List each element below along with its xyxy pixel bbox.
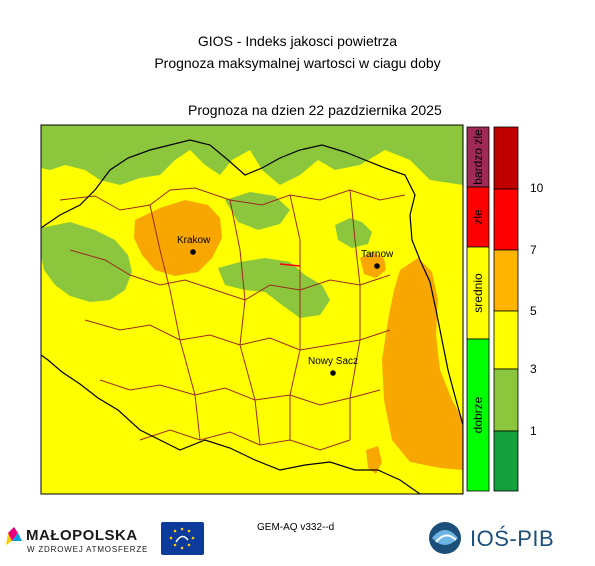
category-dobrze bbox=[466, 338, 490, 492]
scale-level-0-1 bbox=[493, 430, 519, 492]
scale-level-10-12 bbox=[493, 126, 519, 190]
scale-tick-1: 1 bbox=[530, 424, 537, 438]
scale-tick-10: 10 bbox=[530, 181, 544, 195]
page-subtitle: Prognoza maksymalnej wartosci w ciagu do… bbox=[154, 55, 441, 71]
orange-region-tarnow bbox=[360, 252, 386, 278]
ios-pib-logo-icon bbox=[429, 522, 461, 554]
scale-level-5-7 bbox=[493, 249, 519, 312]
malopolska-logo-icon bbox=[6, 527, 22, 545]
category-label-srednio: srednio bbox=[471, 273, 485, 313]
city-marker-nowy-sacz bbox=[330, 370, 336, 376]
orange-region-krakow bbox=[134, 200, 222, 276]
boundary-region-4 bbox=[99, 379, 381, 406]
malopolska-logo-slogan: W ZDROWEJ ATMOSFERZE bbox=[27, 545, 149, 554]
category-label-bardzo-zle: bardzo zle bbox=[471, 129, 485, 185]
malopolska-logo-text: MAŁOPOLSKA bbox=[26, 527, 138, 544]
scale-tick-3: 3 bbox=[530, 362, 537, 376]
forecast-date-label: Prognoza na dzien 22 pazdziernika 2025 bbox=[188, 102, 442, 118]
color-scale bbox=[493, 126, 519, 492]
boundary-region-7 bbox=[229, 199, 261, 446]
page-title: GIOS - Indeks jakosci powietrza bbox=[197, 33, 398, 49]
orange-region-south bbox=[366, 446, 382, 474]
city-label-krakow: Krakow bbox=[177, 235, 211, 246]
boundary-region-8 bbox=[289, 194, 301, 440]
city-label-nowy-sacz: Nowy Sacz bbox=[308, 356, 359, 367]
scale-level-1-3 bbox=[493, 368, 519, 432]
voivodeship-boundary bbox=[41, 139, 463, 494]
map-frame bbox=[40, 124, 464, 495]
boundary-region-9 bbox=[349, 189, 361, 440]
scale-level-3-5 bbox=[493, 310, 519, 370]
red-line-feature bbox=[279, 263, 301, 267]
scale-level-7-10 bbox=[493, 188, 519, 251]
eu-life-logo bbox=[161, 522, 204, 555]
scale-tick-7: 7 bbox=[530, 243, 537, 257]
boundary-region-6 bbox=[149, 204, 201, 441]
category-legend bbox=[466, 126, 490, 492]
ios-pib-logo-text: IOŚ-PIB bbox=[470, 526, 555, 551]
category-label-zle: zle bbox=[471, 209, 485, 225]
model-version-label: GEM-AQ v332--d bbox=[257, 522, 335, 533]
boundary-region-5 bbox=[139, 429, 351, 451]
boundary-region-2 bbox=[69, 249, 391, 301]
city-marker-tarnow bbox=[374, 263, 380, 269]
orange-region-east bbox=[382, 258, 463, 470]
city-label-tarnow: Tarnow bbox=[361, 249, 394, 260]
green-region-middle bbox=[218, 258, 330, 318]
city-marker-krakow bbox=[190, 249, 196, 255]
green-region-east bbox=[335, 218, 372, 248]
category-label-dobrze: dobrze bbox=[471, 396, 485, 434]
green-region-north bbox=[41, 125, 463, 185]
scale-tick-5: 5 bbox=[530, 304, 537, 318]
green-region-west bbox=[41, 222, 132, 302]
